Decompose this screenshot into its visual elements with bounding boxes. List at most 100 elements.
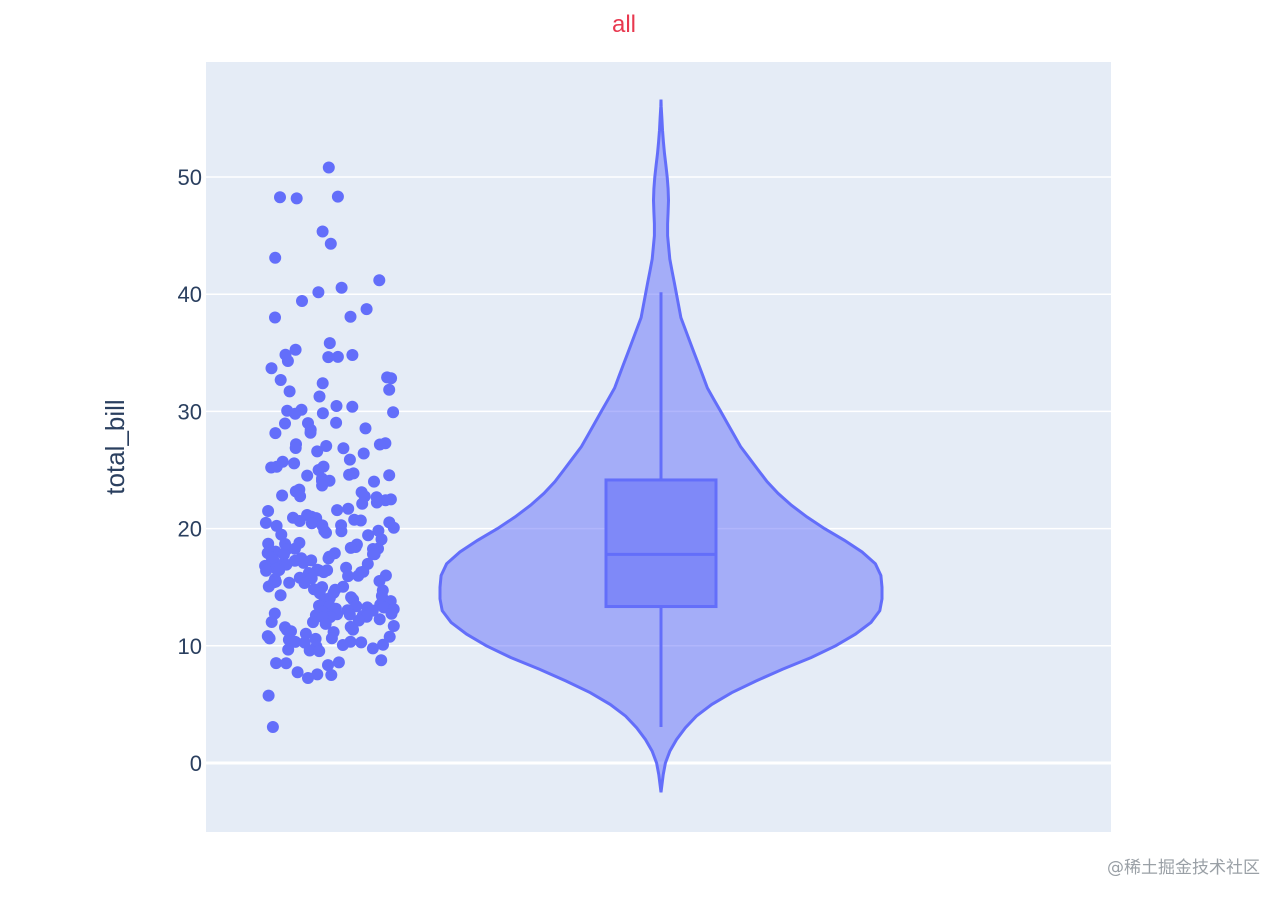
data-point — [385, 607, 398, 620]
data-point — [262, 505, 275, 517]
data-point — [266, 721, 279, 733]
data-point — [368, 475, 380, 488]
data-point — [275, 528, 288, 541]
data-point — [299, 627, 312, 640]
chart-title: all — [612, 11, 636, 38]
data-point — [296, 295, 308, 307]
data-point — [383, 469, 396, 482]
data-point — [288, 457, 301, 470]
data-point — [281, 355, 294, 367]
box-plot — [604, 292, 718, 728]
data-point — [375, 654, 388, 667]
data-point — [325, 632, 338, 645]
data-point — [362, 529, 375, 542]
y-tick-40: 40 — [178, 282, 202, 307]
data-point — [289, 343, 302, 356]
data-point — [373, 438, 386, 451]
data-point — [347, 623, 359, 636]
data-point — [377, 638, 389, 651]
data-point — [269, 311, 281, 324]
data-point — [289, 407, 302, 420]
data-point — [331, 190, 344, 203]
data-point — [301, 469, 314, 482]
data-point — [265, 362, 278, 375]
data-point — [291, 666, 304, 679]
data-point — [313, 645, 326, 658]
data-point — [322, 552, 335, 565]
data-point — [368, 548, 381, 561]
data-point — [265, 616, 278, 628]
data-point — [342, 570, 355, 583]
data-point — [316, 479, 329, 492]
data-point — [323, 337, 336, 350]
data-point — [357, 447, 370, 460]
data-point — [259, 516, 272, 529]
data-point — [346, 400, 359, 413]
data-point — [260, 564, 273, 577]
data-point — [342, 502, 355, 515]
data-point — [274, 191, 286, 204]
y-tick-10: 10 — [178, 634, 202, 659]
data-point — [276, 489, 289, 502]
data-point — [387, 521, 400, 534]
data-point — [355, 636, 368, 649]
data-point — [387, 406, 400, 419]
data-point — [317, 566, 330, 579]
data-point — [385, 372, 398, 385]
data-point — [311, 668, 324, 681]
data-point — [322, 659, 334, 672]
data-point — [343, 453, 356, 466]
data-point — [325, 669, 338, 681]
data-point — [383, 630, 396, 643]
data-point — [311, 445, 324, 458]
y-tick-labels: 0 10 20 30 40 50 — [178, 165, 202, 776]
data-point — [373, 274, 386, 287]
data-point — [331, 350, 344, 363]
data-point — [370, 496, 383, 509]
jitter-points — [259, 161, 400, 733]
data-point — [289, 635, 302, 648]
data-point — [302, 672, 314, 684]
data-point — [274, 374, 287, 386]
data-point — [320, 440, 333, 452]
data-point — [360, 303, 373, 316]
data-point — [273, 564, 286, 576]
data-point — [322, 351, 335, 364]
data-point — [320, 526, 332, 539]
data-point — [283, 385, 296, 398]
data-point — [289, 442, 302, 454]
data-point — [279, 417, 291, 430]
data-point — [331, 504, 344, 517]
data-point — [265, 461, 278, 474]
data-point — [344, 541, 357, 554]
data-point — [343, 608, 356, 621]
data-point — [335, 525, 348, 538]
y-axis-label: total_bill — [100, 399, 130, 494]
data-point — [383, 383, 396, 396]
data-point — [332, 656, 345, 669]
data-point — [262, 580, 275, 593]
data-point — [330, 416, 343, 429]
data-point — [283, 576, 296, 589]
data-point — [352, 614, 365, 627]
data-point — [280, 657, 293, 670]
data-point — [336, 639, 349, 651]
data-point — [307, 616, 319, 629]
data-point — [304, 426, 317, 439]
data-point — [277, 548, 290, 561]
data-point — [316, 225, 329, 238]
data-point — [319, 617, 332, 630]
data-point — [343, 468, 356, 481]
y-tick-0: 0 — [190, 751, 202, 776]
data-point — [354, 514, 367, 527]
box-iqr — [604, 478, 718, 609]
data-point — [312, 286, 325, 299]
data-point — [335, 281, 348, 294]
y-tick-20: 20 — [178, 517, 202, 542]
data-point — [356, 497, 369, 510]
data-point — [263, 632, 276, 645]
data-point — [262, 689, 275, 702]
data-point — [366, 642, 379, 655]
data-point — [322, 161, 335, 174]
